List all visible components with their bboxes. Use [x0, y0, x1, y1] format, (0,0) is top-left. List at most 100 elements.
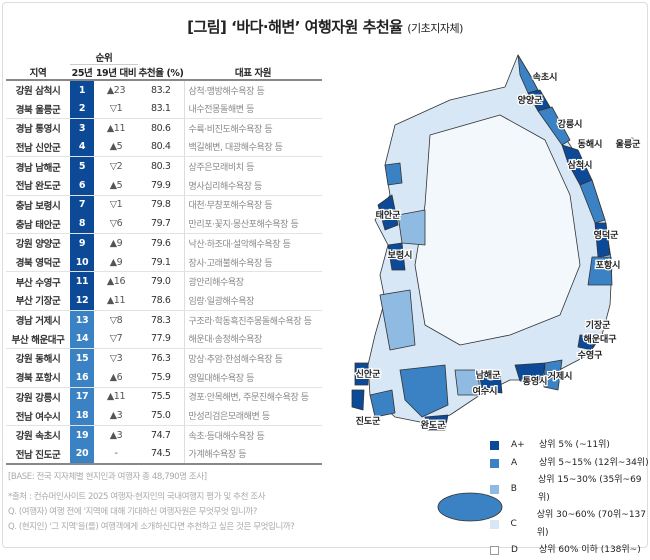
cell-resource: 백길해변, 대광해수욕장 등 — [183, 137, 322, 158]
map-label: 강릉시 — [558, 118, 583, 130]
cell-change: ▲3 — [109, 429, 123, 441]
cell-change: ▲5 — [94, 137, 138, 158]
cell-resource: 낙산·하조대·설악해수욕장 등 — [183, 233, 322, 253]
cell-change: ▲11 — [94, 291, 138, 311]
legend-item: C 상위 30~60% (70위~137위) — [490, 507, 650, 542]
map-label: 진도군 — [356, 415, 382, 427]
cell-region: 부산 기장군 — [6, 291, 70, 311]
cell-rank: 3 — [70, 118, 94, 138]
cell-region: 강원 삼척시 — [15, 86, 61, 98]
cell-change: ▲5 — [94, 175, 138, 196]
cell-region: 부산 해운대구 — [6, 329, 70, 350]
cell-resource: 상주은모래비치 등 — [183, 156, 322, 176]
cell-rank: 4 — [70, 137, 94, 158]
cell-rank: 20 — [70, 444, 94, 465]
header-rank25: 25년 — [70, 64, 94, 81]
cell-change: ▽1 — [94, 99, 138, 119]
header-resource: 대표 자원 — [184, 64, 322, 81]
cell-rank: 11 — [70, 271, 94, 292]
map-label: 속초시 — [533, 71, 558, 83]
figure-frame — [2, 2, 648, 548]
cell-resource: 수륙·비진도해수욕장 등 — [183, 118, 322, 138]
region-taean — [377, 194, 399, 231]
cell-rate: 74.7 — [150, 429, 171, 441]
cell-rate: 79.1 — [138, 252, 184, 273]
region-wando — [424, 414, 449, 431]
cell-resource: 망상·추암·한섬해수욕장 등 — [183, 348, 322, 368]
map-label: 해운대구 — [583, 333, 616, 345]
cell-resource: 경포·안목해변, 주문진해수욕장 등 — [183, 387, 322, 407]
legend-item: D 상위 60% 이하 (138위~) — [490, 542, 650, 560]
legend-desc: 상위 5% (~11위) — [539, 440, 610, 450]
cell-rate: 79.7 — [138, 214, 184, 235]
table-row: 부산 해운대구 14 ▽7 77.9 해운대·송정해수욕장 — [6, 329, 322, 350]
cell-change: ▲3 — [94, 406, 138, 426]
region-yeongdeok — [594, 222, 611, 258]
cell-resource: 속초·등대해수욕장 등 — [183, 425, 322, 445]
table-row: 강원 동해시 15 ▽3 76.3 망상·추암·한섬해수욕장 등 — [6, 348, 322, 368]
figure-title: [그림] ‘바다·해변’ 여행자원 추천율 (기초지자체) — [0, 16, 650, 37]
cell-rank: 6 — [70, 175, 94, 196]
region-incheon — [384, 162, 403, 186]
region-sw-a — [399, 364, 449, 418]
cell-rate: 76.3 — [150, 352, 171, 364]
map-label: 기장군 — [586, 319, 612, 331]
map-label: 완도군 — [421, 419, 447, 431]
cell-rate: 80.3 — [150, 161, 171, 173]
inland-d — [414, 114, 581, 346]
cell-region: 경남 거제시 — [15, 316, 61, 328]
region-geoje — [543, 359, 563, 391]
cell-rank: 9 — [70, 233, 94, 253]
region-east-coast — [579, 179, 606, 224]
table-row: 충남 보령시 7 ▽1 79.8 대천·무창포해수욕장 등 — [6, 195, 322, 215]
table-row: 경북 포항시 16 ▲6 75.9 영일대해수욕장 등 — [6, 367, 322, 388]
cell-rate: 79.0 — [150, 276, 171, 288]
cell-rate: 83.1 — [138, 99, 184, 119]
cell-rate: 75.0 — [138, 406, 184, 426]
note-source: *출처 : 컨슈머인사이트 2025 여행자·현지인의 국내여행지 평가 및 추… — [8, 492, 266, 502]
cell-rank: 15 — [70, 348, 94, 368]
map-legend: A+ 상위 5% (~11위) A 상위 5~15% (12위~34위) B 상위 15~… — [490, 437, 650, 560]
ranking-table: 순위 지역 25년 19년 대비 추천율 (%) 대표 자원 강원 삼척시 1 … — [6, 50, 322, 465]
cell-change: ▲6 — [94, 367, 138, 388]
cell-rate: 78.6 — [138, 291, 184, 311]
table-row: 경남 통영시 3 ▲11 80.6 수륙·비진도해수욕장 등 — [6, 118, 322, 138]
cell-resource: 내수전몽돌해변 등 — [183, 99, 322, 119]
cell-rank: 7 — [70, 195, 94, 215]
map-label: 울릉군 — [616, 138, 642, 150]
cell-change: - — [94, 444, 138, 465]
cell-change: ▲9 — [109, 237, 123, 249]
cell-rank: 13 — [70, 310, 94, 330]
cell-region: 경남 통영시 — [15, 124, 61, 136]
legend-grade: A+ — [511, 440, 525, 450]
cell-region: 전남 여수시 — [6, 406, 70, 426]
region-sw-b — [379, 289, 416, 351]
cell-rank: 14 — [70, 329, 94, 350]
cell-change: ▲9 — [94, 252, 138, 273]
table-row: 강원 삼척시 1 ▲23 83.2 삼척·맹방해수욕장 등 — [6, 80, 322, 100]
cell-change: ▽8 — [109, 314, 123, 326]
map-label: 삼척시 — [568, 159, 593, 171]
header-region: 지역 — [6, 64, 70, 81]
cell-rank: 8 — [70, 214, 94, 235]
legend-item: A+ 상위 5% (~11위) — [490, 437, 650, 455]
region-yangyang — [527, 89, 551, 112]
header-rate: 추천율 (%) — [138, 64, 184, 81]
table-row: 부산 기장군 12 ▲11 78.6 임랑·일광해수욕장 — [6, 291, 322, 311]
header-rank-group: 순위 — [70, 50, 138, 65]
region-west-b — [397, 209, 426, 246]
cell-region: 부산 수영구 — [15, 277, 61, 289]
legend-swatch — [490, 485, 499, 494]
cell-region: 충남 보령시 — [15, 200, 61, 212]
legend-desc: 상위 30~60% (70위~137위) — [536, 510, 646, 538]
table-row: 경남 남해군 5 ▽2 80.3 상주은모래비치 등 — [6, 156, 322, 176]
table-row: 전남 완도군 6 ▲5 79.9 명사십리해수욕장 등 — [6, 175, 322, 196]
cell-rate: 79.9 — [138, 175, 184, 196]
cell-change: ▽2 — [109, 161, 123, 173]
cell-region: 강원 동해시 — [15, 354, 61, 366]
legend-swatch — [490, 458, 499, 468]
map-label: 양양군 — [518, 94, 544, 106]
region-jindo — [369, 389, 396, 418]
cell-resource: 대천·무창포해수욕장 등 — [183, 195, 322, 215]
